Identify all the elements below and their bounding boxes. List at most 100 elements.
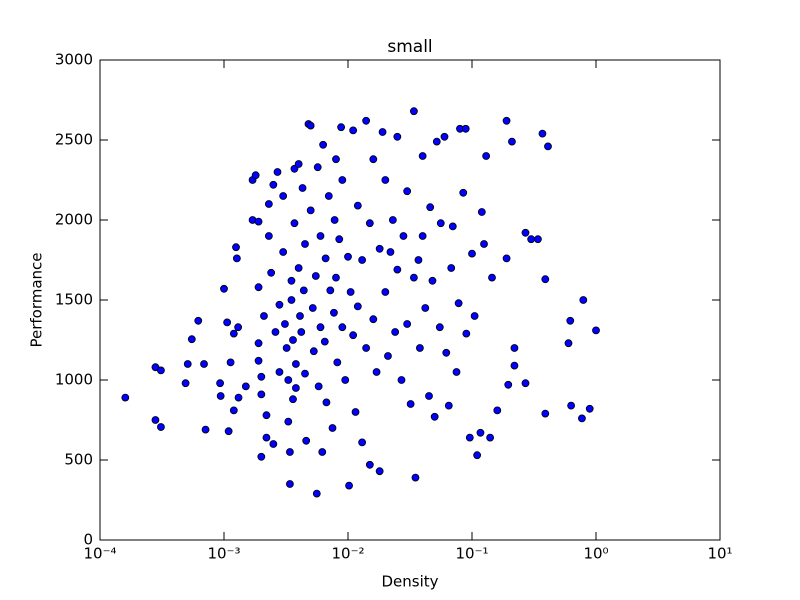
point — [521, 228, 530, 237]
point — [241, 382, 250, 391]
point — [298, 184, 307, 192]
point — [232, 254, 241, 263]
point — [264, 232, 273, 240]
point — [216, 379, 224, 388]
y-tick-label: 3000 — [55, 51, 93, 69]
point — [502, 116, 511, 125]
point — [194, 316, 203, 325]
x-tick-label: 10⁰ — [583, 545, 608, 563]
point — [296, 312, 304, 320]
point — [393, 132, 402, 141]
point — [430, 412, 439, 421]
point — [301, 240, 309, 248]
point — [289, 336, 297, 344]
point — [282, 344, 291, 352]
point — [286, 448, 294, 456]
point — [279, 248, 288, 256]
point — [428, 276, 437, 285]
point — [312, 489, 321, 498]
point — [257, 390, 266, 399]
point — [121, 393, 130, 402]
point — [284, 417, 293, 426]
point — [349, 331, 358, 340]
point — [187, 335, 196, 344]
point — [306, 121, 315, 130]
point — [444, 401, 453, 410]
point — [294, 160, 303, 168]
point — [353, 201, 362, 210]
point — [477, 208, 486, 216]
point — [216, 392, 225, 400]
point — [544, 142, 552, 151]
point — [290, 164, 299, 173]
point — [541, 409, 550, 418]
point — [410, 273, 418, 282]
point — [538, 129, 547, 138]
chart-title: small — [387, 37, 432, 57]
point — [251, 171, 260, 180]
point — [314, 382, 323, 391]
point — [381, 176, 390, 184]
point — [378, 128, 387, 136]
point — [510, 344, 519, 352]
point — [508, 137, 516, 146]
point — [454, 299, 463, 308]
point — [284, 376, 293, 384]
point — [183, 360, 192, 368]
point — [397, 376, 406, 384]
point — [201, 425, 210, 434]
point — [399, 232, 408, 240]
point — [482, 152, 491, 160]
y-tick-label: 2500 — [55, 131, 93, 149]
point — [381, 288, 390, 296]
point — [234, 323, 243, 332]
point — [470, 312, 479, 320]
point — [406, 400, 415, 408]
point — [338, 176, 347, 184]
point — [410, 107, 418, 116]
point — [372, 368, 381, 376]
point — [534, 235, 542, 244]
point — [579, 296, 588, 304]
point — [375, 467, 384, 476]
point — [320, 337, 329, 346]
x-tick-label: 10⁻⁴ — [83, 545, 116, 563]
point — [232, 243, 240, 252]
point — [418, 232, 427, 240]
point — [290, 219, 299, 228]
point — [521, 379, 530, 388]
point — [224, 427, 233, 436]
point — [459, 188, 468, 197]
point — [301, 369, 309, 378]
point — [281, 320, 289, 328]
point — [338, 323, 347, 332]
point — [279, 192, 288, 200]
point — [257, 372, 266, 381]
point — [287, 296, 296, 304]
point — [564, 339, 573, 348]
point — [502, 254, 511, 263]
point — [435, 323, 444, 332]
point — [226, 358, 235, 367]
point — [461, 124, 470, 133]
point — [309, 347, 318, 356]
point — [275, 300, 284, 309]
point — [362, 344, 371, 352]
y-tick-label: 0 — [83, 531, 93, 549]
point — [358, 256, 367, 264]
point — [332, 155, 340, 164]
point — [294, 264, 303, 272]
point — [358, 438, 367, 447]
point — [324, 192, 333, 200]
point — [349, 126, 358, 135]
point — [254, 339, 263, 348]
point — [391, 328, 400, 336]
point — [157, 423, 165, 431]
point — [291, 384, 300, 392]
point — [462, 329, 471, 338]
point — [181, 379, 190, 388]
point — [254, 283, 263, 292]
point — [337, 123, 346, 132]
point — [476, 428, 485, 437]
